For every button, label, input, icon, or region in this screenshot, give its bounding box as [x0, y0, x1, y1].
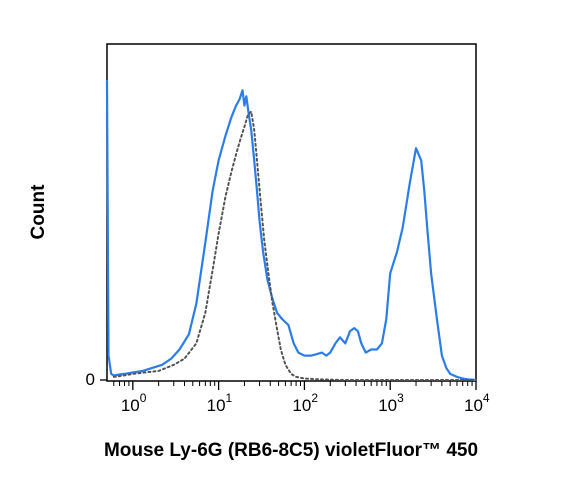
plot-frame — [106, 43, 477, 382]
y-tick-label: 0 — [86, 370, 95, 389]
series-line-0 — [105, 79, 478, 382]
x-tick-label: 101 — [207, 391, 233, 415]
y-axis-label: Count — [28, 184, 49, 240]
x-axis: 100 101 102 103 104 — [113, 381, 490, 415]
series-line-1 — [112, 110, 477, 381]
x-tick-label: 104 — [464, 391, 490, 415]
x-tick-label: 100 — [121, 391, 147, 415]
x-tick-label: 103 — [378, 391, 404, 415]
x-axis-label: Mouse Ly-6G (RB6-8C5) violetFluor™ 450 — [104, 440, 478, 461]
x-tick-label: 102 — [292, 391, 318, 415]
series-layer — [105, 79, 478, 382]
y-axis: 0 — [86, 370, 107, 389]
